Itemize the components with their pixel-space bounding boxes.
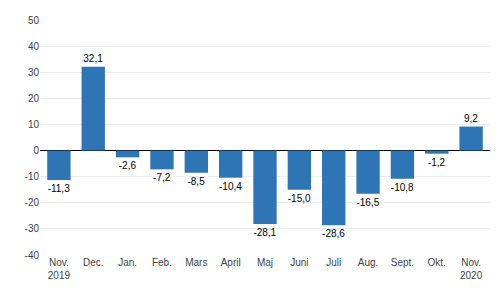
svg-text:-8,5: -8,5	[187, 176, 205, 187]
svg-text:20: 20	[28, 93, 40, 104]
svg-text:-10,4: -10,4	[219, 181, 242, 192]
svg-text:-40: -40	[25, 250, 40, 261]
svg-text:Jan.: Jan.	[118, 257, 137, 268]
svg-text:10: 10	[28, 119, 40, 130]
svg-text:Mars: Mars	[185, 257, 207, 268]
svg-text:-11,3: -11,3	[48, 183, 70, 194]
svg-text:40: 40	[28, 41, 40, 52]
svg-text:9,2: 9,2	[464, 113, 478, 124]
svg-text:April: April	[221, 257, 241, 268]
svg-text:Sept.: Sept.	[391, 257, 414, 268]
svg-text:Aug.: Aug.	[358, 257, 379, 268]
svg-text:-10: -10	[25, 171, 40, 182]
svg-text:Okt.: Okt.	[428, 257, 446, 268]
svg-text:32,1: 32,1	[83, 53, 103, 64]
svg-text:-10,8: -10,8	[391, 182, 414, 193]
svg-text:-28,6: -28,6	[322, 228, 345, 239]
svg-text:Maj: Maj	[257, 257, 273, 268]
svg-text:-1,2: -1,2	[428, 157, 446, 168]
svg-text:-30: -30	[25, 223, 40, 234]
svg-text:Feb.: Feb.	[152, 257, 172, 268]
svg-text:-7,2: -7,2	[153, 172, 171, 183]
svg-text:Dec.: Dec.	[83, 257, 104, 268]
svg-text:-2,6: -2,6	[119, 160, 137, 171]
svg-text:-20: -20	[25, 197, 40, 208]
svg-text:Nov.2019: Nov.2019	[48, 257, 71, 281]
svg-text:Juni: Juni	[290, 257, 308, 268]
svg-text:30: 30	[28, 67, 40, 78]
svg-text:Juli: Juli	[326, 257, 341, 268]
svg-text:50: 50	[28, 15, 40, 26]
svg-text:Nov.2020: Nov.2020	[460, 257, 483, 281]
svg-text:-15,0: -15,0	[288, 193, 311, 204]
svg-text:0: 0	[33, 145, 39, 156]
svg-text:-28,1: -28,1	[253, 227, 276, 238]
svg-text:-16,5: -16,5	[356, 197, 379, 208]
